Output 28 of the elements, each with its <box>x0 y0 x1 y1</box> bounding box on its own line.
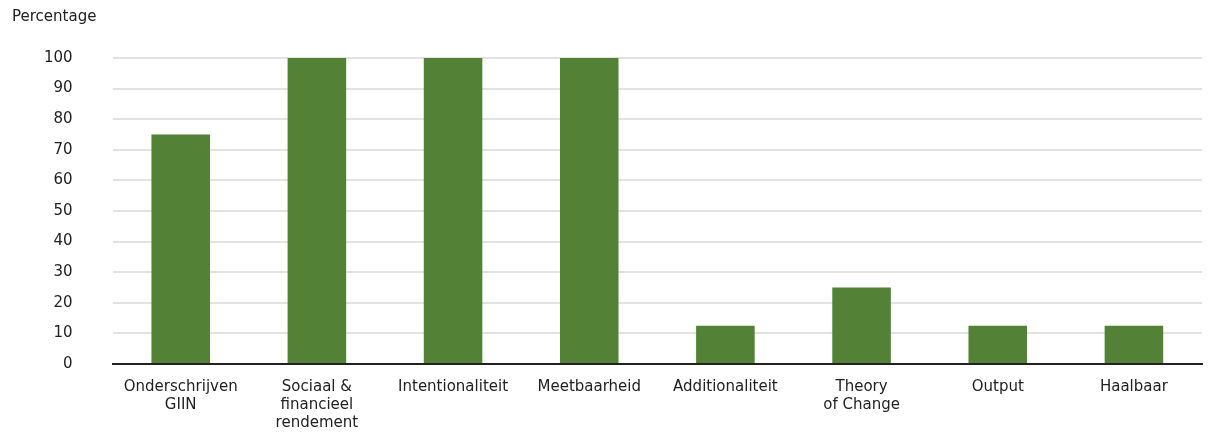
y-tick-label: 70 <box>53 139 73 158</box>
x-tick-label: Additionaliteit <box>673 376 778 395</box>
bar <box>423 58 483 363</box>
x-tick-label: Theory of Change <box>823 376 900 413</box>
y-tick-label: 100 <box>43 47 73 66</box>
y-tick-label: 90 <box>53 78 73 97</box>
bar <box>832 287 891 363</box>
y-tick-label: 0 <box>63 353 73 372</box>
bar <box>696 325 755 363</box>
x-tick-label: Output <box>971 376 1024 395</box>
bar <box>287 58 347 363</box>
bar <box>559 58 619 363</box>
y-tick-label: 20 <box>53 292 73 311</box>
y-tick-label: 10 <box>53 323 73 342</box>
x-tick-label: Sociaal & financieel rendement <box>275 376 359 431</box>
x-tick-label: Onderschrijven GIIN <box>123 376 238 413</box>
bar <box>1104 325 1164 363</box>
bar <box>968 325 1028 363</box>
x-tick-label: Meetbaarheid <box>537 376 641 395</box>
y-tick-label: 60 <box>53 170 73 189</box>
bar <box>151 134 210 363</box>
y-axis-title: Percentage <box>12 7 97 26</box>
y-tick-label: 50 <box>53 200 73 219</box>
y-tick-label: 40 <box>53 231 73 250</box>
x-tick-label: Haalbaar <box>1099 376 1169 395</box>
x-tick-label: Intentionaliteit <box>398 376 509 395</box>
y-tick-label: 80 <box>53 109 73 128</box>
y-tick-label: 30 <box>53 262 73 281</box>
